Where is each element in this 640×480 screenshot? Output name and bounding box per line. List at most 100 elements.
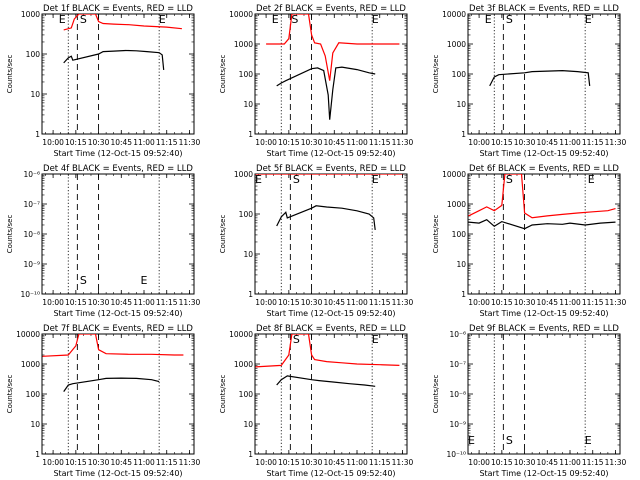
series-line-events	[276, 66, 376, 120]
x-tick-label: 11:15	[369, 298, 391, 307]
panel-title: Det 4f BLACK = Events, RED = LLD	[43, 164, 193, 174]
x-axis-label: Start Time (12-Oct-15 09:52:40)	[479, 309, 608, 318]
y-tick-label: 1	[248, 130, 253, 139]
event-marker-label: S	[506, 13, 513, 26]
y-tick-label: 10	[456, 100, 466, 109]
x-tick-label: 10:00	[42, 458, 64, 467]
x-tick-label: 10:15	[278, 138, 300, 147]
x-tick-label: 10:30	[514, 298, 536, 307]
x-tick-label: 10:45	[323, 298, 345, 307]
event-marker-label: E	[141, 274, 148, 287]
y-tick-label: 1000	[234, 170, 253, 179]
x-tick-label: 11:00	[559, 138, 581, 147]
x-tick-label: 10:45	[536, 458, 558, 467]
y-axis-label: Counts/sec	[6, 55, 14, 94]
x-axis-label: Start Time (12-Oct-15 09:52:40)	[479, 469, 608, 478]
y-axis-label: Counts/sec	[6, 215, 14, 254]
x-tick-label: 11:30	[179, 298, 201, 307]
event-marker-label: E	[372, 173, 379, 186]
y-tick-label: 10000	[442, 170, 466, 179]
event-marker-label: E	[588, 173, 595, 186]
y-tick-label: 10	[30, 420, 40, 429]
x-tick-label: 11:00	[133, 298, 155, 307]
x-tick-label: 11:30	[605, 458, 627, 467]
y-axis-label: Counts/sec	[6, 375, 14, 414]
x-tick-label: 11:15	[369, 138, 391, 147]
y-tick-label: 10⁻⁹	[449, 420, 466, 429]
x-tick-label: 11:30	[392, 298, 414, 307]
x-tick-label: 11:00	[346, 298, 368, 307]
series-line-lld	[266, 14, 400, 81]
y-tick-label: 10⁻⁷	[449, 360, 466, 369]
detector-panel-9: Det 9f BLACK = Events, RED = LLD 10⁻¹⁰ 10⁻…	[432, 324, 626, 478]
x-tick-label: 11:15	[156, 458, 178, 467]
series-line-events	[468, 218, 616, 230]
event-marker-label: S	[80, 13, 87, 26]
panel-title: Det 6f BLACK = Events, RED = LLD	[469, 164, 619, 174]
x-tick-label: 10:45	[110, 458, 132, 467]
event-marker-label: E	[272, 13, 279, 26]
series-line-lld	[42, 334, 184, 357]
x-tick-label: 10:00	[42, 138, 64, 147]
plot-frame	[467, 173, 621, 295]
detector-panel-5: Det 5f BLACK = Events, RED = LLD 1 10 100 10…	[219, 164, 413, 318]
y-tick-label: 1	[461, 290, 466, 299]
x-tick-label: 10:15	[491, 138, 513, 147]
plot-frame	[41, 333, 195, 455]
x-tick-label: 11:30	[392, 138, 414, 147]
x-tick-label: 11:15	[582, 138, 604, 147]
x-tick-label: 10:00	[255, 138, 277, 147]
x-tick-label: 10:15	[278, 458, 300, 467]
x-axis-label: Start Time (12-Oct-15 09:52:40)	[479, 149, 608, 158]
x-tick-label: 11:15	[582, 458, 604, 467]
series-line-events	[63, 377, 160, 392]
x-axis-label: Start Time (12-Oct-15 09:52:40)	[53, 149, 182, 158]
y-tick-label: 10⁻⁷	[23, 200, 40, 209]
y-axis-label: Counts/sec	[432, 375, 440, 414]
y-axis-label: Counts/sec	[219, 215, 227, 254]
x-tick-label: 11:30	[392, 458, 414, 467]
panel-title: Det 5f BLACK = Events, RED = LLD	[256, 164, 406, 174]
y-tick-label: 1000	[234, 40, 253, 49]
y-tick-label: 1000	[447, 40, 466, 49]
plot-frame	[41, 173, 195, 295]
series-line-events	[489, 69, 591, 87]
x-tick-label: 11:15	[369, 458, 391, 467]
x-tick-label: 11:15	[156, 138, 178, 147]
x-tick-label: 10:00	[468, 298, 490, 307]
x-tick-label: 10:30	[88, 298, 110, 307]
x-tick-label: 11:00	[346, 458, 368, 467]
x-tick-label: 11:00	[559, 458, 581, 467]
series-line-events	[276, 375, 376, 387]
event-marker-label: S	[506, 173, 513, 186]
x-axis-label: Start Time (12-Oct-15 09:52:40)	[266, 149, 395, 158]
panel-title: Det 2f BLACK = Events, RED = LLD	[256, 4, 406, 14]
panel-title: Det 8f BLACK = Events, RED = LLD	[256, 324, 406, 334]
x-tick-label: 10:45	[536, 138, 558, 147]
plot-frame	[254, 173, 408, 295]
event-marker-label: E	[585, 13, 592, 26]
x-tick-label: 11:15	[156, 298, 178, 307]
x-tick-label: 11:30	[179, 458, 201, 467]
x-tick-label: 10:45	[536, 298, 558, 307]
y-tick-label: 100	[452, 230, 467, 239]
y-tick-label: 1000	[21, 360, 40, 369]
y-tick-label: 10	[456, 260, 466, 269]
event-marker-label: S	[291, 13, 298, 26]
y-tick-label: 100	[239, 390, 254, 399]
detector-panel-8: Det 8f BLACK = Events, RED = LLD 1 10 100 10…	[219, 324, 413, 478]
y-tick-label: 10⁻¹⁰	[20, 290, 40, 299]
y-tick-label: 10	[30, 90, 40, 99]
y-axis-label: Counts/sec	[219, 55, 227, 94]
x-tick-label: 10:15	[491, 298, 513, 307]
x-tick-label: 10:30	[514, 458, 536, 467]
plot-frame	[467, 333, 621, 455]
y-tick-label: 1000	[21, 10, 40, 19]
detector-panel-2: Det 2f BLACK = Events, RED = LLD 1 10 100 10…	[219, 4, 413, 158]
y-tick-label: 10	[243, 420, 253, 429]
y-tick-label: 100	[26, 390, 41, 399]
y-axis-label: Counts/sec	[219, 375, 227, 414]
plot-frame	[467, 13, 621, 135]
plot-frame	[254, 333, 408, 455]
